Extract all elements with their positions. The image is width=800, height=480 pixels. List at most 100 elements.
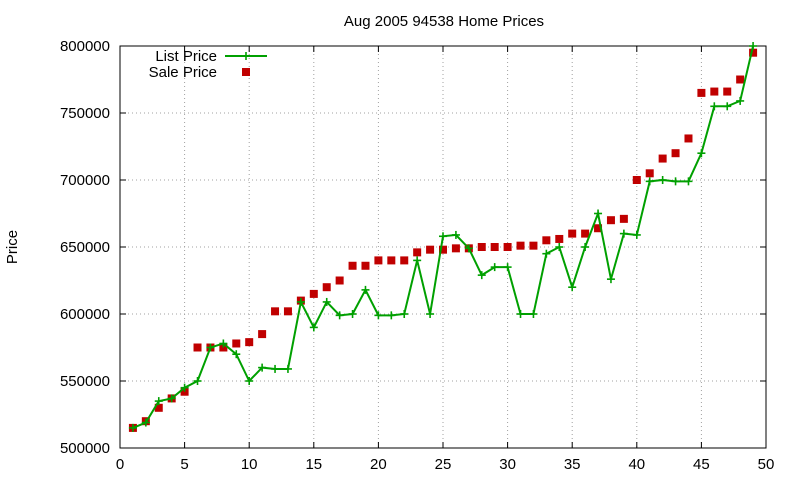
sale-price-point	[632, 176, 641, 184]
list-price-point	[374, 311, 383, 320]
y-tick-label: 550000	[60, 373, 110, 390]
list-price-point	[193, 377, 202, 385]
list-price-point	[141, 418, 150, 427]
sale-price-point	[400, 256, 409, 265]
list-price-point	[296, 297, 305, 306]
sale-price-point	[503, 243, 512, 251]
list-price-point	[632, 230, 641, 239]
axis-ticks	[119, 45, 767, 449]
x-tick-label: 25	[435, 456, 452, 473]
list-price-point	[413, 256, 422, 265]
list-price-point	[619, 229, 628, 238]
list-price-point	[529, 310, 538, 318]
sale-price-point	[736, 75, 745, 84]
sale-price-point	[245, 338, 254, 347]
legend-square	[242, 68, 250, 76]
list-price-point	[426, 310, 435, 318]
list-price-point	[697, 149, 706, 158]
chart-title: Aug 2005 94538 Home Prices	[344, 13, 544, 30]
y-tick-label: 800000	[60, 38, 110, 55]
legend-label-sale-price: Sale Price	[149, 64, 217, 81]
sale-price-point	[516, 241, 525, 250]
list-price-point	[283, 364, 292, 373]
list-price-point	[335, 311, 344, 320]
y-tick-label: 750000	[60, 105, 110, 122]
sale-price-point	[749, 48, 758, 57]
legend-label-list-price: List Price	[155, 48, 217, 65]
sale-price-point	[542, 236, 551, 245]
sale-price-point	[671, 149, 680, 158]
list-price-point	[606, 275, 615, 284]
sale-price-point	[555, 234, 564, 243]
y-tick-label: 500000	[60, 440, 110, 457]
sale-price-point	[283, 307, 292, 316]
list-price-point	[322, 297, 331, 306]
list-price-point	[258, 363, 267, 372]
legend: List Price Sale Price	[149, 48, 267, 81]
sale-price-point	[258, 330, 267, 339]
list-price-point	[387, 311, 396, 320]
list-price-point	[167, 394, 176, 403]
list-price-point	[348, 310, 357, 318]
legend-marker-sale-price	[242, 68, 250, 76]
list-price-point	[309, 323, 318, 332]
list-price-point	[451, 230, 460, 239]
sale-price-point	[309, 289, 318, 298]
list-price-point	[180, 383, 189, 392]
y-tick-label: 700000	[60, 172, 110, 189]
sale-price-point	[219, 343, 228, 352]
list-price-point	[568, 283, 577, 292]
list-price-point	[219, 339, 228, 348]
sale-price-point	[374, 256, 383, 265]
sale-price-point	[154, 403, 163, 412]
list-price-point	[464, 244, 473, 253]
list-price-point	[400, 310, 409, 318]
sale-price-point	[451, 244, 460, 253]
x-tick-label: 15	[305, 456, 322, 473]
data-series	[128, 42, 758, 432]
sale-price-point	[335, 276, 344, 285]
x-tick-label: 30	[499, 456, 516, 473]
sale-price-point	[594, 224, 603, 233]
x-tick-label: 5	[180, 456, 188, 473]
sale-price-point	[413, 248, 422, 257]
list-price-point	[361, 285, 370, 294]
list-price-point	[490, 263, 499, 272]
list-price-point	[542, 249, 551, 258]
list-price-point	[723, 102, 732, 111]
list-price-point	[128, 423, 137, 432]
sale-price-point	[568, 229, 577, 238]
sale-price-point	[490, 243, 499, 251]
sale-price-point	[387, 256, 396, 265]
x-tick-label: 45	[693, 456, 710, 473]
x-tick-label: 10	[241, 456, 258, 473]
list-price-point	[671, 177, 680, 186]
list-price-point	[477, 271, 486, 280]
list-price-point	[271, 364, 280, 373]
x-tick-label: 50	[758, 456, 775, 473]
list-price-point	[581, 243, 590, 251]
sale-price-point	[581, 229, 590, 238]
x-tick-label: 35	[564, 456, 581, 473]
list-price-point	[206, 343, 215, 352]
list-price-point	[232, 350, 241, 359]
x-tick-label: 0	[116, 456, 124, 473]
sale-price-point	[426, 245, 435, 254]
y-axis-label: Price	[4, 230, 21, 264]
sale-price-point	[684, 134, 693, 143]
sale-price-point	[271, 307, 280, 316]
tick-labels: 0 5 10 15 20 25 30 35 40 45 50 500000 550000 600000 65…	[60, 38, 774, 473]
sale-price-point	[645, 169, 654, 178]
list-price-point	[594, 209, 603, 218]
y-tick-label: 650000	[60, 239, 110, 256]
list-price-point	[736, 96, 745, 105]
sale-price-point	[361, 261, 370, 270]
list-price-point	[439, 232, 447, 241]
sale-price-point	[193, 343, 202, 352]
sale-price-point	[723, 87, 732, 96]
sale-price-point	[348, 261, 357, 270]
sale-price-point	[322, 283, 331, 292]
list-price-point	[645, 177, 654, 186]
list-price-point	[749, 42, 758, 50]
list-price-point	[555, 243, 564, 251]
